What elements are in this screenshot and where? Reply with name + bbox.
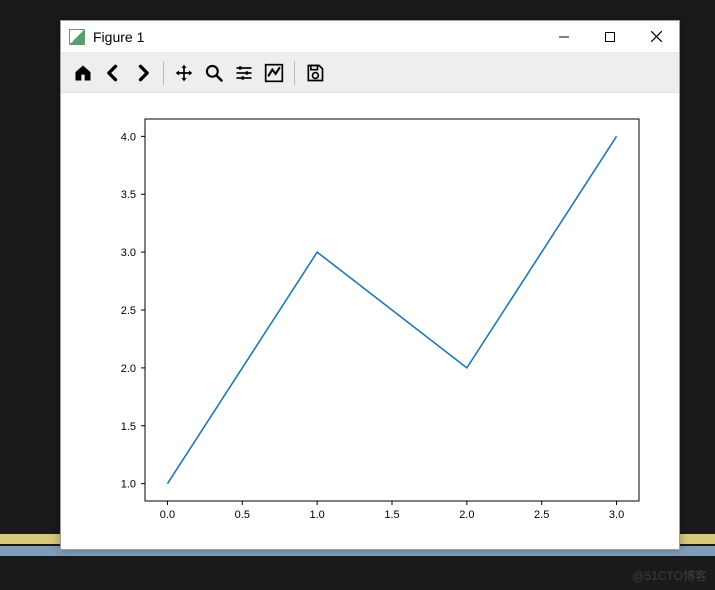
svg-text:2.0: 2.0: [459, 509, 474, 521]
move-icon: [174, 63, 194, 83]
close-icon: [651, 31, 662, 42]
svg-text:0.0: 0.0: [160, 509, 175, 521]
close-button[interactable]: [633, 21, 679, 52]
svg-text:2.5: 2.5: [534, 509, 549, 521]
save-button[interactable]: [301, 59, 329, 87]
minimize-button[interactable]: [541, 21, 587, 52]
toolbar-separator: [163, 61, 164, 85]
svg-text:4.0: 4.0: [121, 131, 136, 143]
svg-text:0.5: 0.5: [235, 509, 250, 521]
chart-line-icon: [264, 63, 284, 83]
svg-text:1.0: 1.0: [121, 479, 136, 491]
search-icon: [204, 63, 224, 83]
titlebar: Figure 1: [61, 21, 679, 53]
sliders-icon: [234, 63, 254, 83]
back-button[interactable]: [99, 59, 127, 87]
svg-text:3.0: 3.0: [121, 247, 136, 259]
plot-area[interactable]: 0.0 0.5 1.0 1.5 2.0 2.5 3.0 1.0 1.5 2.0 2.5 3.0 3.5 4…: [61, 93, 679, 549]
figure-window: Figure 1: [60, 20, 680, 550]
home-icon: [73, 63, 93, 83]
configure-button[interactable]: [230, 59, 258, 87]
pan-button[interactable]: [170, 59, 198, 87]
toolbar-separator: [294, 61, 295, 85]
svg-text:1.5: 1.5: [384, 509, 399, 521]
arrow-right-icon: [133, 63, 153, 83]
maximize-icon: [605, 32, 615, 42]
edit-axis-button[interactable]: [260, 59, 288, 87]
svg-text:3.5: 3.5: [121, 189, 136, 201]
watermark: @51CTO博客: [632, 567, 707, 584]
svg-text:2.5: 2.5: [121, 305, 136, 317]
zoom-button[interactable]: [200, 59, 228, 87]
app-icon: [69, 29, 85, 45]
svg-text:1.0: 1.0: [310, 509, 325, 521]
home-button[interactable]: [69, 59, 97, 87]
minimize-icon: [559, 32, 569, 42]
line-chart: 0.0 0.5 1.0 1.5 2.0 2.5 3.0 1.0 1.5 2.0 2.5 3.0 3.5 4…: [61, 93, 679, 549]
toolbar: [61, 53, 679, 93]
svg-text:2.0: 2.0: [121, 363, 136, 375]
forward-button[interactable]: [129, 59, 157, 87]
save-icon: [305, 63, 325, 83]
svg-text:3.0: 3.0: [609, 509, 624, 521]
maximize-button[interactable]: [587, 21, 633, 52]
svg-text:1.5: 1.5: [121, 421, 136, 433]
window-title: Figure 1: [93, 29, 541, 45]
arrow-left-icon: [103, 63, 123, 83]
